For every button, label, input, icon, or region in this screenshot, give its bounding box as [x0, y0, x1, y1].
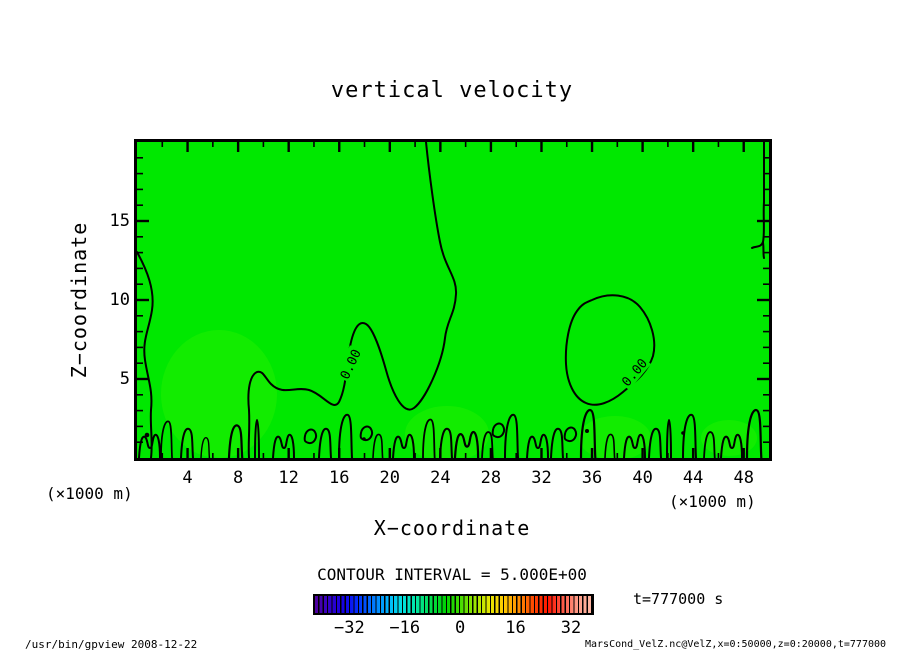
x-tick-label: 36 [581, 468, 603, 488]
y-tick-label: 5 [119, 369, 130, 389]
x-tick-label: 32 [531, 468, 552, 488]
x-tick-label: 12 [278, 468, 299, 488]
x-tick-labels: 4 8 12 16 20 24 28 32 36 40 44 48 [137, 468, 769, 488]
x-tick-label: 16 [328, 468, 350, 488]
y-axis-unit: (×1000 m) [46, 484, 133, 503]
footer-command: /usr/bin/gpview 2008-12-22 [25, 638, 198, 651]
x-axis-unit: (×1000 m) [669, 492, 756, 511]
colorbar-tick-labels: −32 −16 0 16 32 [313, 618, 590, 638]
colorbar [313, 594, 594, 615]
x-tick-label: 24 [430, 468, 451, 488]
colorbar-title: CONTOUR INTERVAL = 5.000E+00 [317, 565, 587, 584]
contour-plot-canvas: 0.00 0.00 [137, 142, 769, 458]
x-tick-label: 44 [682, 468, 704, 488]
bottom-contour-dots [144, 429, 685, 441]
colorbar-tick-label: −32 [333, 618, 365, 638]
contour-line [247, 142, 458, 458]
x-axis-title: X−coordinate [373, 516, 531, 540]
colorbar-tick-label: 0 [455, 618, 466, 638]
footer-dataset: MarsCond_VelZ.nc@VelZ,x=0:50000,z=0:2000… [585, 639, 887, 650]
x-tick-label: 48 [733, 468, 754, 488]
x-tick-label: 20 [379, 468, 401, 488]
plot-title: vertical velocity [330, 78, 574, 103]
contour-line [137, 251, 154, 458]
plot-area: 0.00 0.00 [134, 139, 772, 461]
x-tick-label: 4 [182, 468, 193, 488]
y-axis-title: Z−coordinate [67, 221, 91, 379]
y-tick-labels: 5 10 15 [92, 142, 130, 458]
y-tick-label: 15 [109, 211, 130, 231]
colorbar-tick-label: 32 [560, 618, 582, 638]
contour-line [564, 294, 656, 406]
contour-line [762, 241, 765, 259]
x-tick-label: 40 [632, 468, 653, 488]
x-tick-label: 8 [232, 468, 244, 488]
colorbar-tick-label: 16 [505, 618, 526, 638]
x-tick-label: 28 [480, 468, 502, 488]
field-fill [137, 142, 769, 458]
contour-lines [137, 142, 765, 458]
axis-tick-marks [137, 142, 769, 458]
y-tick-label: 10 [109, 290, 130, 310]
time-annotation: t=777000 s [633, 590, 724, 608]
colorbar-tick-label: −16 [389, 618, 421, 638]
colorbar-segment-separators [315, 596, 592, 613]
